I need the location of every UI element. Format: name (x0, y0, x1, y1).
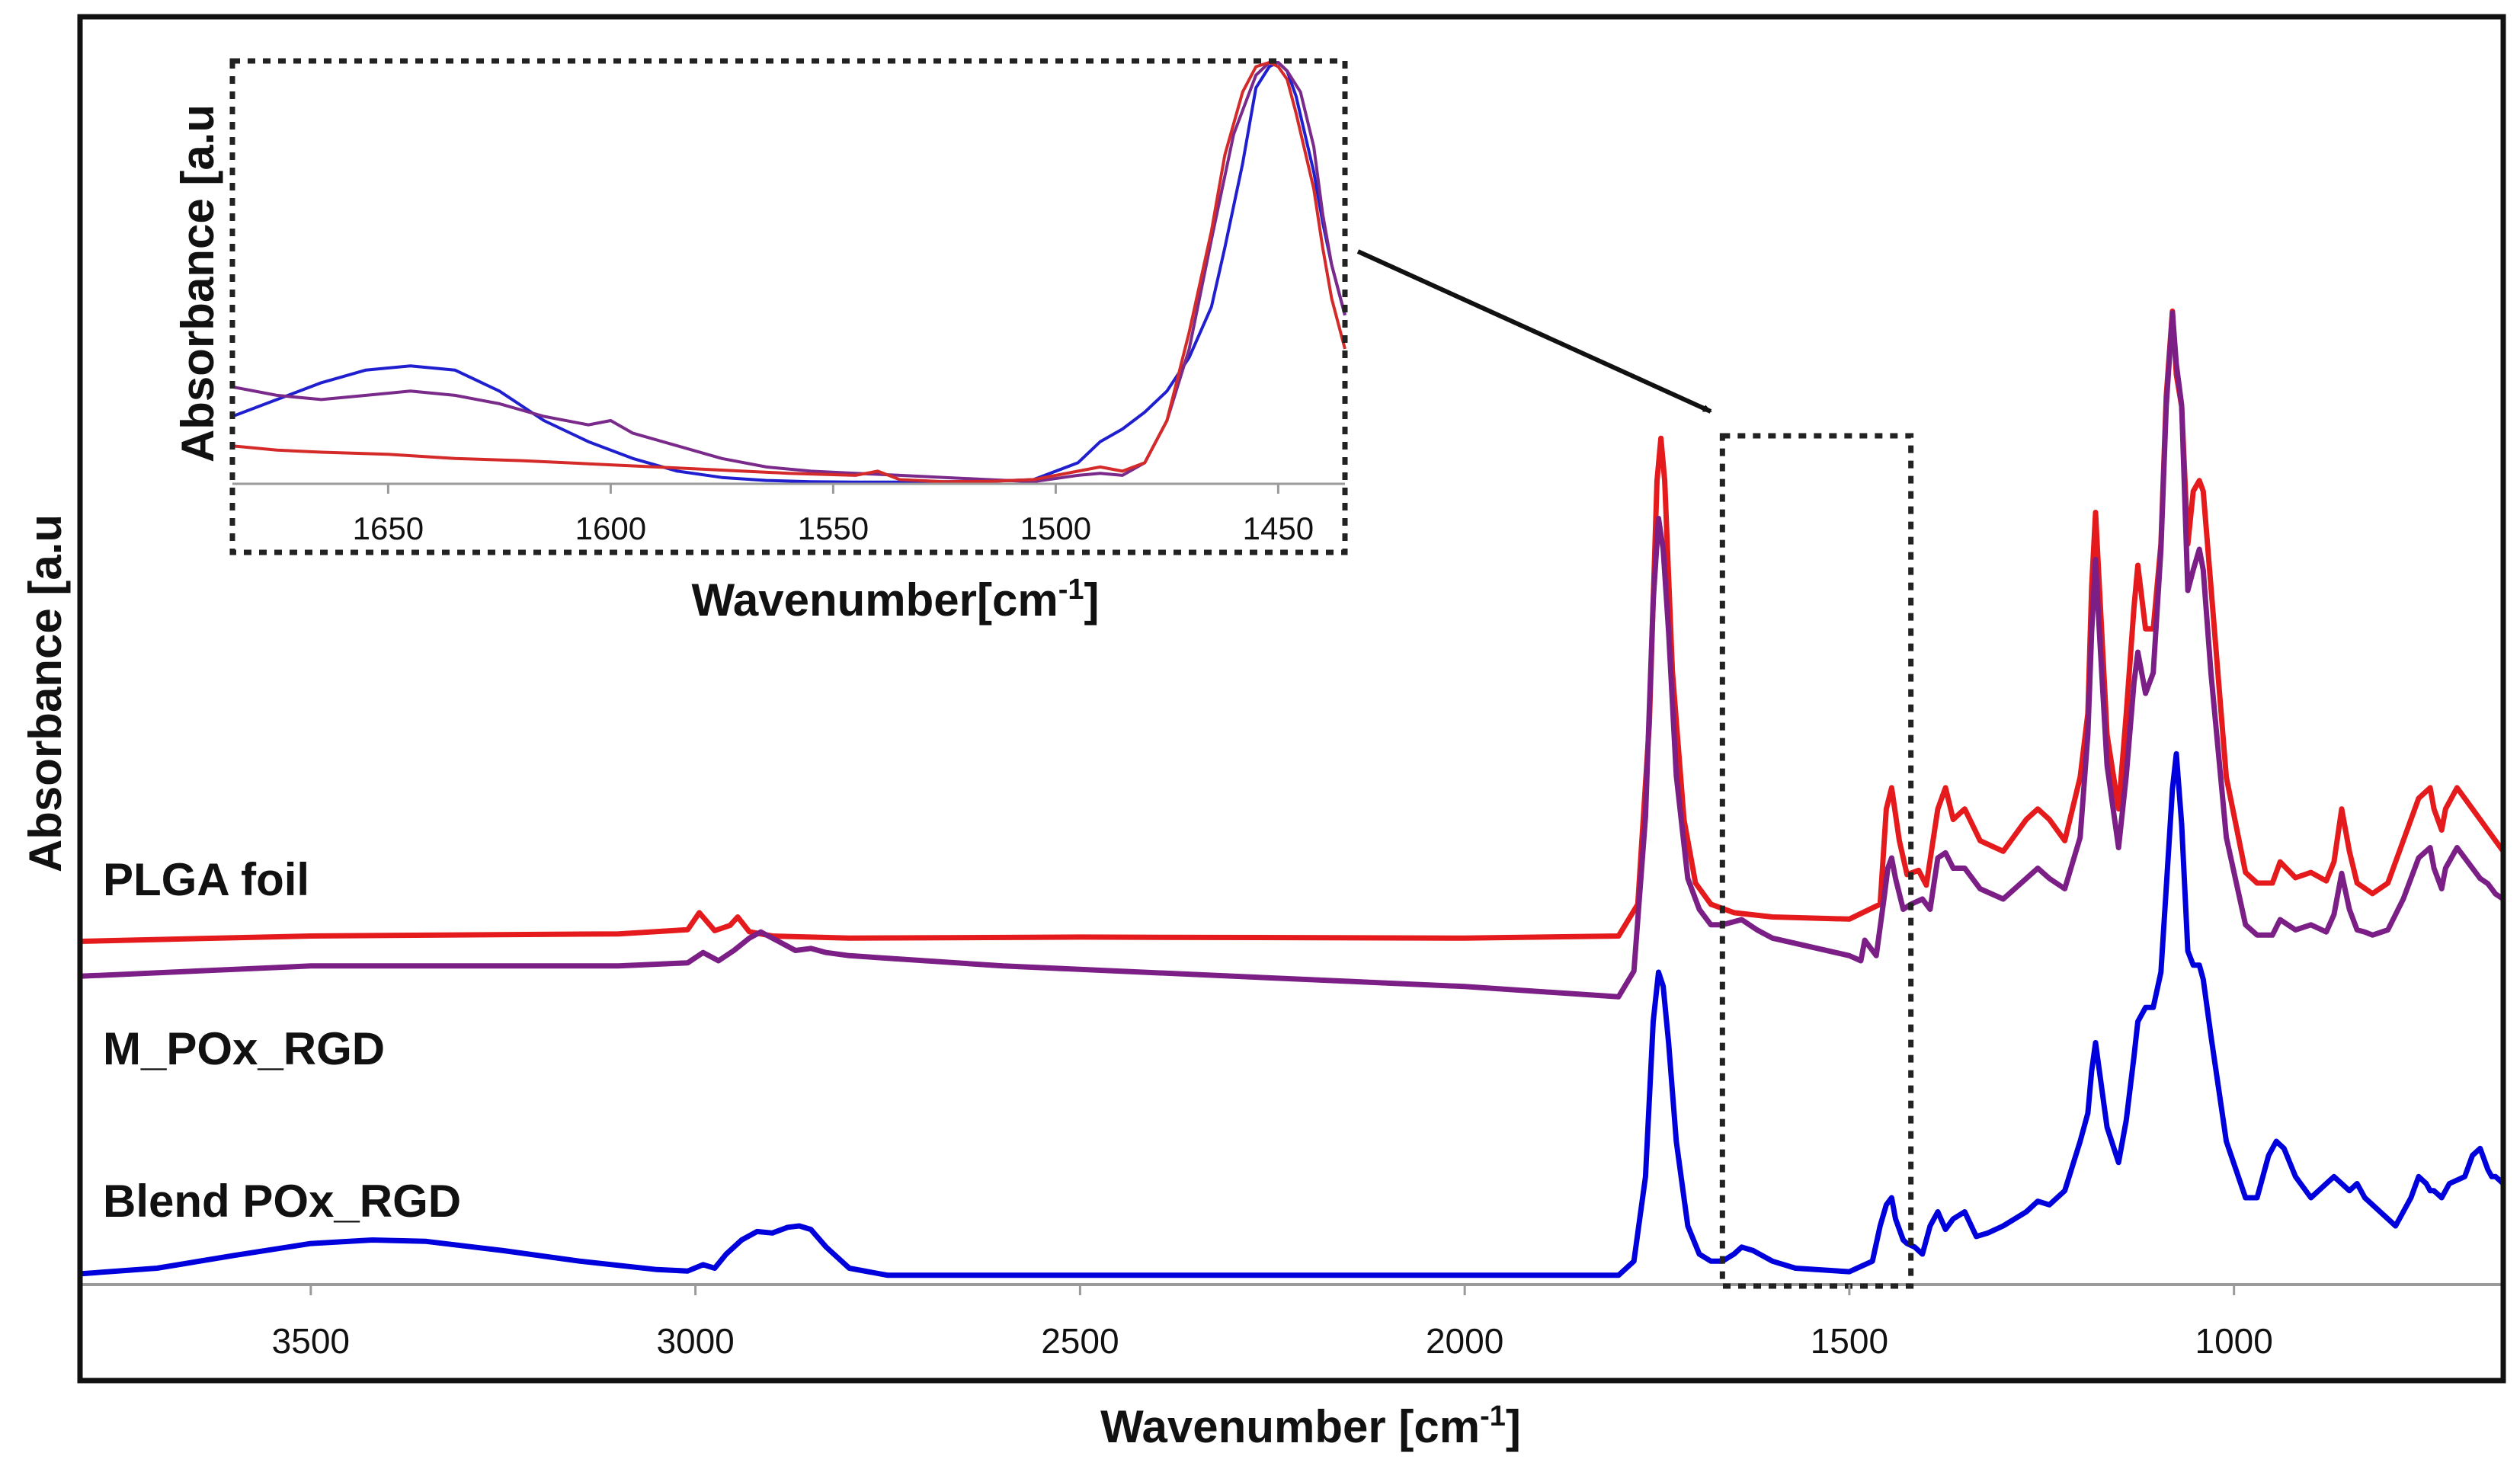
series-label-plga-foil: PLGA foil (103, 854, 309, 905)
main-x-ticks: 3500 3000 2500 2000 1500 1000 (272, 1285, 2273, 1361)
inset-x-tick-label-1550: 1550 (798, 510, 869, 546)
x-tick-label-2000: 2000 (1426, 1321, 1503, 1361)
series-label-blend-pox-rgd: Blend POx_RGD (103, 1176, 461, 1227)
inset-panel: 1650 1600 1550 1500 1450 Wavenumber[cm-1] Ab… (172, 58, 1348, 626)
inset-x-axis-title: Wavenumber[cm-1] (691, 574, 1099, 626)
x-tick-label-3000: 3000 (656, 1321, 734, 1361)
x-tick-label-3500: 3500 (272, 1321, 350, 1361)
inset-series-line-plga-foil (232, 61, 1346, 484)
inset-x-tick-label-1600: 1600 (575, 510, 646, 546)
inset-frame (229, 58, 1348, 555)
main-panel: 3500 3000 2500 2000 1500 1000 PLGA foil M_POx_… (20, 14, 2506, 1452)
main-y-axis-title: Absorbance [a.u (20, 514, 71, 872)
x-tick-label-1500: 1500 (1811, 1321, 1888, 1361)
zoom-arrow (1356, 249, 1712, 414)
series-line-blend-pox-rgd (79, 750, 2506, 1278)
inset-x-ticks: 1650 1600 1550 1500 1450 (353, 484, 1314, 546)
main-plot-frame (77, 14, 2506, 1384)
highlight-region-box (1719, 433, 1914, 1289)
inset-background (232, 61, 1345, 552)
series-line-m-pox-rgd (79, 310, 2505, 1000)
inset-y-axis-title: Absorbance [a.u (172, 104, 223, 462)
main-x-axis-title: Wavenumber [cm-1] (1100, 1400, 1521, 1452)
x-tick-label-1000: 1000 (2195, 1321, 2272, 1361)
series-labels: PLGA foil M_POx_RGD Blend POx_RGD (103, 854, 461, 1227)
series-label-m-pox-rgd: M_POx_RGD (103, 1023, 385, 1074)
inset-x-tick-label-1500: 1500 (1020, 510, 1091, 546)
inset-series-group (232, 61, 1346, 484)
inset-series-line-m-pox-rgd (232, 61, 1346, 484)
main-series-group (79, 308, 2506, 1278)
inset-x-tick-label-1450: 1450 (1243, 510, 1314, 546)
x-tick-label-2500: 2500 (1041, 1321, 1119, 1361)
inset-x-tick-label-1650: 1650 (353, 510, 424, 546)
